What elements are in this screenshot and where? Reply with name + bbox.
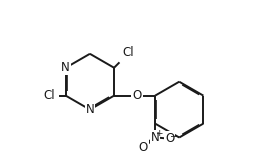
Text: Cl: Cl — [43, 89, 55, 102]
Text: N: N — [85, 103, 94, 116]
Text: +: + — [155, 129, 163, 138]
Text: O: O — [139, 141, 148, 154]
Text: Cl: Cl — [123, 46, 134, 59]
Text: N: N — [61, 61, 70, 74]
Text: −: − — [170, 131, 178, 140]
Text: O: O — [165, 132, 174, 145]
Text: N: N — [151, 131, 159, 144]
Text: O: O — [132, 89, 142, 102]
